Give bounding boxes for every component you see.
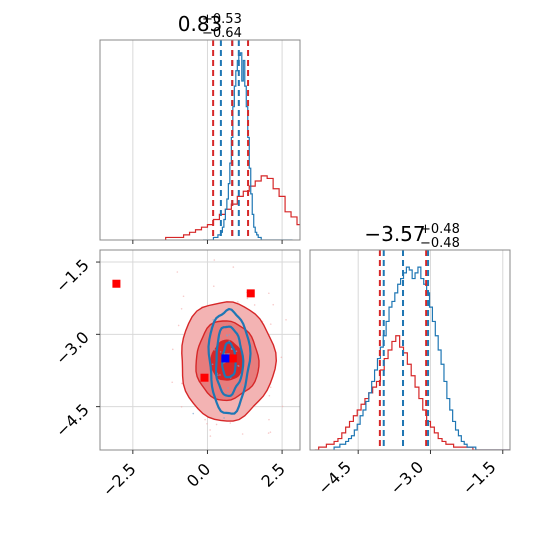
joint-red-sample <box>285 319 287 321</box>
p2-red-hist <box>314 335 510 450</box>
p2-marginal-panel: −4.5 −3.0 −1.5 −3.57 +0.48 −0.48 <box>309 222 511 498</box>
joint-red-sample <box>213 259 216 261</box>
p1-title-value: 0.83 <box>178 12 223 36</box>
joint-blue-sample <box>241 384 244 386</box>
joint-red-marker <box>112 279 121 288</box>
joint-red-sample <box>171 381 174 384</box>
joint-red-sample <box>181 382 183 385</box>
joint-xtick-label: 2.5 <box>257 459 288 490</box>
joint-red-sample <box>176 271 179 273</box>
joint-red-sample <box>171 348 174 351</box>
joint-blue-sample <box>223 417 225 419</box>
joint-blue-sample <box>213 349 216 351</box>
joint-blue-sample <box>235 350 238 352</box>
joint-blue-sample <box>224 353 226 355</box>
p2-title-plus: +0.48 <box>420 222 460 237</box>
p1-ticks <box>132 240 283 244</box>
joint-red-sample <box>177 324 180 327</box>
joint-red-sample <box>268 292 270 295</box>
joint-xtick-label: 0.0 <box>183 459 214 490</box>
p1-grid <box>132 40 283 240</box>
joint-red-sample <box>180 406 183 408</box>
joint-red-sample <box>246 297 249 300</box>
p1-marginal-panel: 0.83 +0.53 −0.64 <box>99 12 301 244</box>
joint-panel: −2.5 0.0 2.5 −1.5 −3.0 −4.5 <box>52 249 322 500</box>
joint-blue-sample <box>212 318 215 321</box>
joint-blue-contour <box>214 325 245 398</box>
joint-blue-sample <box>226 335 229 337</box>
p1-title-minus: −0.64 <box>202 26 242 41</box>
p2-histograms <box>314 250 510 450</box>
joint-blue-sample <box>222 388 224 391</box>
joint-blue-sample <box>192 412 195 415</box>
joint-red-sample <box>212 285 215 287</box>
joint-red-marker <box>228 354 237 363</box>
p2-title-value: −3.57 <box>364 222 425 246</box>
joint-red-sample <box>281 405 284 408</box>
joint-ytick-label: −1.5 <box>52 255 93 296</box>
joint-red-sample <box>280 356 283 359</box>
p2-blue-hist <box>333 266 510 450</box>
p1-frame <box>99 39 301 241</box>
joint-red-sample <box>272 303 275 306</box>
joint-red-sample <box>232 266 235 268</box>
joint-blue-sample <box>227 387 229 389</box>
joint-red-sample <box>269 386 272 389</box>
p1-title-plus: +0.53 <box>202 12 242 27</box>
p2-title-minus: −0.48 <box>420 236 460 251</box>
p2-title: −3.57 <box>364 222 425 246</box>
joint-red-sample <box>241 433 244 435</box>
joint-blue-sample <box>219 351 222 353</box>
joint-ytick-label: −3.0 <box>52 328 93 369</box>
p1-red-hist <box>165 175 300 240</box>
joint-blue-sample <box>224 395 226 398</box>
joint-blue-contour <box>207 307 252 415</box>
joint-red-sample <box>229 422 232 424</box>
p2-frame <box>309 249 511 451</box>
joint-blue-sample <box>211 363 214 366</box>
joint-red-sample <box>237 301 239 303</box>
joint-red-sample <box>161 467 163 469</box>
p2-grid <box>357 250 504 450</box>
joint-red-sample <box>269 323 272 325</box>
joint-red-sample <box>267 432 270 434</box>
joint-red-marker <box>246 289 255 298</box>
joint-red-sample <box>268 418 270 421</box>
p2-xtick-label: −4.5 <box>314 457 355 498</box>
joint-red-sample <box>268 394 271 397</box>
p1-histograms <box>165 40 300 240</box>
p2-xtick-label: −1.5 <box>459 457 500 498</box>
joint-blue-sample <box>226 352 228 355</box>
p2-xtick-label: −3.0 <box>386 457 427 498</box>
joint-blue-sample <box>236 338 239 340</box>
joint-red-sample <box>182 295 185 298</box>
joint-blue-sample <box>228 333 231 336</box>
joint-red-sample <box>269 431 272 433</box>
p2-ticks: −4.5 −3.0 −1.5 <box>314 450 504 498</box>
joint-blue-sample <box>227 392 229 395</box>
joint-xtick-label: −2.5 <box>99 459 140 500</box>
joint-red-sample <box>209 435 212 437</box>
joint-red-marker <box>200 373 209 382</box>
p1-title: 0.83 <box>178 12 223 36</box>
joint-red-sample <box>180 307 183 310</box>
joint-blue-sample <box>219 374 221 376</box>
joint-blue-sample <box>237 364 239 367</box>
joint-density <box>112 259 322 469</box>
joint-red-sample <box>215 423 218 426</box>
joint-red-sample <box>206 422 208 425</box>
joint-ytick-label: −4.5 <box>52 400 93 441</box>
joint-red-sample <box>253 304 256 306</box>
joint-red-sample <box>320 348 322 350</box>
joint-frame <box>99 249 301 451</box>
joint-red-sample <box>209 429 211 431</box>
joint-red-sample <box>204 418 206 421</box>
joint-blue-marker <box>221 354 230 363</box>
